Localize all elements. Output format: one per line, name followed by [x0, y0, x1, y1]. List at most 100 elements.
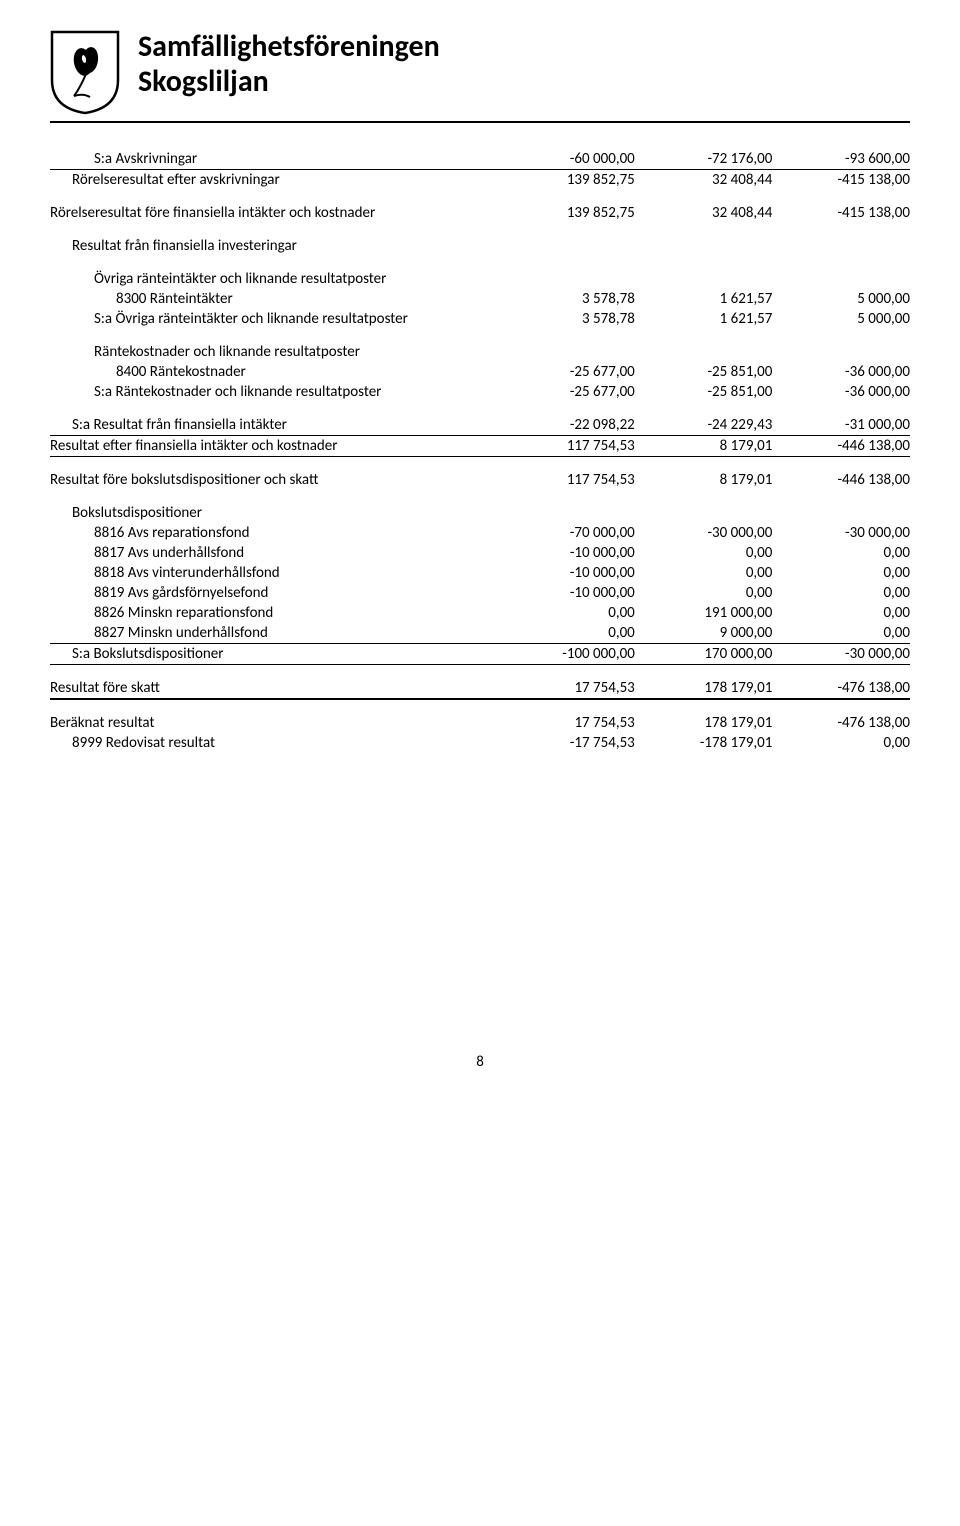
- row-value: 3 578,78: [497, 289, 635, 309]
- row-value: -25 677,00: [497, 382, 635, 402]
- row-value: 0,00: [635, 543, 773, 563]
- table-row: S:a Räntekostnader och liknande resultat…: [50, 382, 910, 402]
- row-value: -446 138,00: [772, 436, 910, 457]
- row-value: [772, 223, 910, 256]
- table-row: Räntekostnader och liknande resultatpost…: [50, 329, 910, 362]
- row-value: [772, 256, 910, 289]
- table-row: 8818 Avs vinterunderhållsfond-10 000,00 0…: [50, 563, 910, 583]
- row-label: 8818 Avs vinterunderhållsfond: [50, 563, 497, 583]
- row-value: 8 179,01: [635, 457, 773, 490]
- row-label: S:a Övriga ränteintäkter och liknande re…: [50, 309, 497, 329]
- row-value: 0,00: [772, 733, 910, 753]
- row-value: [772, 329, 910, 362]
- row-label: S:a Räntekostnader och liknande resultat…: [50, 382, 497, 402]
- row-value: -30 000,00: [772, 644, 910, 665]
- table-row: 8300 Ränteintäkter3 578,781 621,575 000,…: [50, 289, 910, 309]
- title-line-1: Samfällighetsföreningen: [138, 30, 440, 65]
- row-value: -25 851,00: [635, 382, 773, 402]
- row-value: 8 179,01: [635, 436, 773, 457]
- row-value: -24 229,43: [635, 402, 773, 436]
- row-value: [497, 490, 635, 523]
- row-value: -415 138,00: [772, 190, 910, 223]
- row-value: 0,00: [497, 623, 635, 644]
- table-row: S:a Bokslutsdispositioner-100 000,00170 …: [50, 644, 910, 665]
- table-row: 8999 Redovisat resultat-17 754,53-178 17…: [50, 733, 910, 753]
- row-value: [772, 490, 910, 523]
- row-value: [635, 256, 773, 289]
- row-value: -415 138,00: [772, 170, 910, 190]
- page-header: Samfällighetsföreningen Skogsliljan: [50, 30, 910, 123]
- row-value: 0,00: [635, 583, 773, 603]
- table-row: S:a Avskrivningar-60 000,00-72 176,00-93…: [50, 149, 910, 170]
- row-value: 0,00: [772, 623, 910, 644]
- row-value: 0,00: [772, 563, 910, 583]
- table-row: Övriga ränteintäkter och liknande result…: [50, 256, 910, 289]
- table-row: 8827 Minskn underhållsfond0,009 000,000,…: [50, 623, 910, 644]
- row-value: 1 621,57: [635, 309, 773, 329]
- row-value: -10 000,00: [497, 543, 635, 563]
- row-value: 178 179,01: [635, 700, 773, 733]
- row-value: -22 098,22: [497, 402, 635, 436]
- table-row: Resultat efter finansiella intäkter och …: [50, 436, 910, 457]
- row-label: Beräknat resultat: [50, 700, 497, 733]
- row-value: -60 000,00: [497, 149, 635, 170]
- row-label: S:a Bokslutsdispositioner: [50, 644, 497, 665]
- row-label: Bokslutsdispositioner: [50, 490, 497, 523]
- row-value: [497, 223, 635, 256]
- row-label: Resultat före bokslutsdispositioner och …: [50, 457, 497, 490]
- row-value: -446 138,00: [772, 457, 910, 490]
- row-value: -70 000,00: [497, 523, 635, 543]
- row-value: -36 000,00: [772, 362, 910, 382]
- org-title: Samfällighetsföreningen Skogsliljan: [138, 30, 440, 99]
- table-row: 8826 Minskn reparationsfond0,00191 000,0…: [50, 603, 910, 623]
- row-value: -36 000,00: [772, 382, 910, 402]
- row-value: 191 000,00: [635, 603, 773, 623]
- table-row: S:a Övriga ränteintäkter och liknande re…: [50, 309, 910, 329]
- row-value: [497, 256, 635, 289]
- financial-report-table: S:a Avskrivningar-60 000,00-72 176,00-93…: [50, 149, 910, 753]
- row-label: Övriga ränteintäkter och liknande result…: [50, 256, 497, 289]
- table-row: 8817 Avs underhållsfond-10 000,000,000,0…: [50, 543, 910, 563]
- row-label: 8827 Minskn underhållsfond: [50, 623, 497, 644]
- table-row: 8400 Räntekostnader-25 677,00-25 851,00-…: [50, 362, 910, 382]
- table-row: 8819 Avs gårdsförnyelsefond-10 000,000,0…: [50, 583, 910, 603]
- row-value: 32 408,44: [635, 190, 773, 223]
- table-row: Rörelseresultat efter avskrivningar139 8…: [50, 170, 910, 190]
- row-value: 17 754,53: [497, 700, 635, 733]
- table-row: Resultat från finansiella investeringar: [50, 223, 910, 256]
- row-label: 8999 Redovisat resultat: [50, 733, 497, 753]
- row-value: -476 138,00: [772, 700, 910, 733]
- row-label: Rörelseresultat efter avskrivningar: [50, 170, 497, 190]
- row-label: Räntekostnader och liknande resultatpost…: [50, 329, 497, 362]
- row-value: -25 677,00: [497, 362, 635, 382]
- row-label: Resultat från finansiella investeringar: [50, 223, 497, 256]
- row-value: -30 000,00: [772, 523, 910, 543]
- row-label: S:a Resultat från finansiella intäkter: [50, 402, 497, 436]
- row-value: 178 179,01: [635, 665, 773, 699]
- table-row: 8816 Avs reparationsfond-70 000,00-30 00…: [50, 523, 910, 543]
- row-value: 117 754,53: [497, 457, 635, 490]
- row-label: 8816 Avs reparationsfond: [50, 523, 497, 543]
- row-label: 8819 Avs gårdsförnyelsefond: [50, 583, 497, 603]
- row-value: 0,00: [497, 603, 635, 623]
- row-value: -476 138,00: [772, 665, 910, 699]
- table-row: S:a Resultat från finansiella intäkter-2…: [50, 402, 910, 436]
- row-value: -31 000,00: [772, 402, 910, 436]
- row-value: -10 000,00: [497, 583, 635, 603]
- row-label: 8826 Minskn reparationsfond: [50, 603, 497, 623]
- row-value: -10 000,00: [497, 563, 635, 583]
- row-value: -30 000,00: [635, 523, 773, 543]
- table-row: Resultat före bokslutsdispositioner och …: [50, 457, 910, 490]
- row-value: [635, 329, 773, 362]
- row-value: -100 000,00: [497, 644, 635, 665]
- row-value: 17 754,53: [497, 665, 635, 699]
- row-value: 9 000,00: [635, 623, 773, 644]
- row-value: [635, 223, 773, 256]
- table-row: Rörelseresultat före finansiella intäkte…: [50, 190, 910, 223]
- row-label: 8400 Räntekostnader: [50, 362, 497, 382]
- row-label: Resultat efter finansiella intäkter och …: [50, 436, 497, 457]
- row-value: 32 408,44: [635, 170, 773, 190]
- row-value: [497, 329, 635, 362]
- row-value: -93 600,00: [772, 149, 910, 170]
- row-value: -17 754,53: [497, 733, 635, 753]
